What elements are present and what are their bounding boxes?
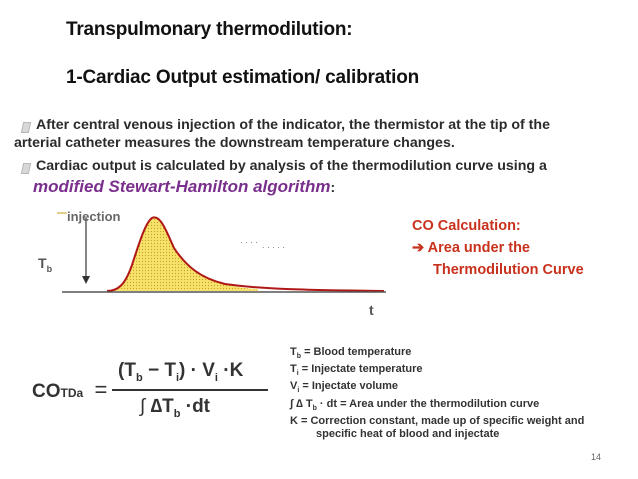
colon: : <box>330 180 336 196</box>
num-dot-1: · <box>190 360 197 381</box>
tda-subscript: TDa <box>60 386 84 400</box>
co-calc-line-2: Thermodilution Curve <box>433 262 584 278</box>
legend-item: Tb = Blood temperature <box>290 346 584 363</box>
legend-sub: i <box>297 387 300 395</box>
formula-denominator: ∫ ∆Tb ·dt <box>140 396 210 420</box>
bullet-2-line-2: modified Stewart-Hamilton algorithm: <box>33 177 335 197</box>
bullet-1-line-1: After central venous injection of the in… <box>36 117 550 133</box>
legend-item: K = Correction constant, made up of spec… <box>290 415 584 428</box>
co-calc-heading: CO Calculation: <box>412 218 521 234</box>
faint-dots: . . . . <box>240 236 258 245</box>
slide-subtitle: 1-Cardiac Output estimation/ calibration <box>66 67 420 88</box>
num-v-sub: i <box>214 371 218 384</box>
legend-item: specific heat of blood and injectate <box>290 428 584 441</box>
integral-symbol: ∫ <box>140 396 146 417</box>
legend-sym: T <box>290 346 297 358</box>
num-i-sub: i <box>175 371 179 384</box>
legend-sym: K <box>290 414 298 427</box>
fraction-bar <box>112 389 268 391</box>
injection-label: injection <box>67 209 121 224</box>
bullet-1-line-2: arterial catheter measures the downstrea… <box>14 135 455 151</box>
legend-sym: ∫ ∆ T <box>290 397 313 410</box>
co-calc-text-1: Area under the <box>427 240 530 256</box>
thermodilution-curve <box>106 216 385 292</box>
legend-item: Vi = Injectate volume <box>290 380 584 397</box>
faint-dots: . . . . . <box>262 241 285 250</box>
legend-sym: V <box>290 380 298 393</box>
algorithm-name: modified Stewart-Hamilton algorithm <box>33 177 331 196</box>
bullet-icon <box>20 122 32 133</box>
co-calc-line-1: ➔ Area under the <box>412 240 530 256</box>
legend-sub: i <box>296 370 299 378</box>
tb-subscript: b <box>46 263 53 274</box>
num-v: V <box>202 360 215 381</box>
num-close: ) <box>179 360 186 381</box>
legend-sub: b <box>312 404 317 412</box>
legend-text: = Injectate volume <box>299 380 399 393</box>
num-k: K <box>229 360 244 381</box>
tb-symbol: T <box>38 255 47 271</box>
equals-sign: = <box>94 377 108 402</box>
page-number: 14 <box>591 452 602 462</box>
num-open: (T <box>118 360 136 381</box>
den-b-sub: b <box>173 407 181 420</box>
thermodilution-graph: . . . . . . . . . <box>57 212 386 293</box>
delta-t: ∆T <box>150 396 174 417</box>
legend-text: · dt = Area under the thermodilution cur… <box>316 397 540 410</box>
bullet-icon <box>20 163 32 174</box>
legend-text: specific heat of blood and injectate <box>316 427 500 440</box>
num-dot-2: · <box>223 360 230 381</box>
formula-lhs: COTDa = <box>32 377 107 403</box>
legend-text: = Correction constant, made up of specif… <box>297 414 585 427</box>
num-minus: − T <box>142 360 176 381</box>
legend-text: = Blood temperature <box>301 346 412 358</box>
slide-title: Transpulmonary thermodilution: <box>66 19 353 40</box>
area-under-curve <box>107 217 258 291</box>
num-b-sub: b <box>135 371 143 384</box>
legend-sym: T <box>290 363 297 376</box>
den-dot: · <box>185 396 193 417</box>
arrow-icon: ➔ <box>412 240 425 256</box>
den-dt: dt <box>192 396 211 417</box>
legend: Tb = Blood temperature Ti = Injectate te… <box>290 346 584 441</box>
formula-numerator: (Tb − Ti) · Vi ·K <box>118 360 243 384</box>
legend-item: ∫ ∆ Tb · dt = Area under the thermodilut… <box>290 398 584 415</box>
co-symbol: CO <box>32 381 61 402</box>
bullet-2-line-1: Cardiac output is calculated by analysis… <box>36 158 547 174</box>
legend-sub: b <box>296 353 302 361</box>
legend-text: = Injectate temperature <box>298 363 423 376</box>
tb-arrow-head <box>82 276 90 284</box>
t-axis-label: t <box>369 302 374 318</box>
tb-axis-label: Tb <box>38 255 52 274</box>
legend-item: Ti = Injectate temperature <box>290 363 584 380</box>
